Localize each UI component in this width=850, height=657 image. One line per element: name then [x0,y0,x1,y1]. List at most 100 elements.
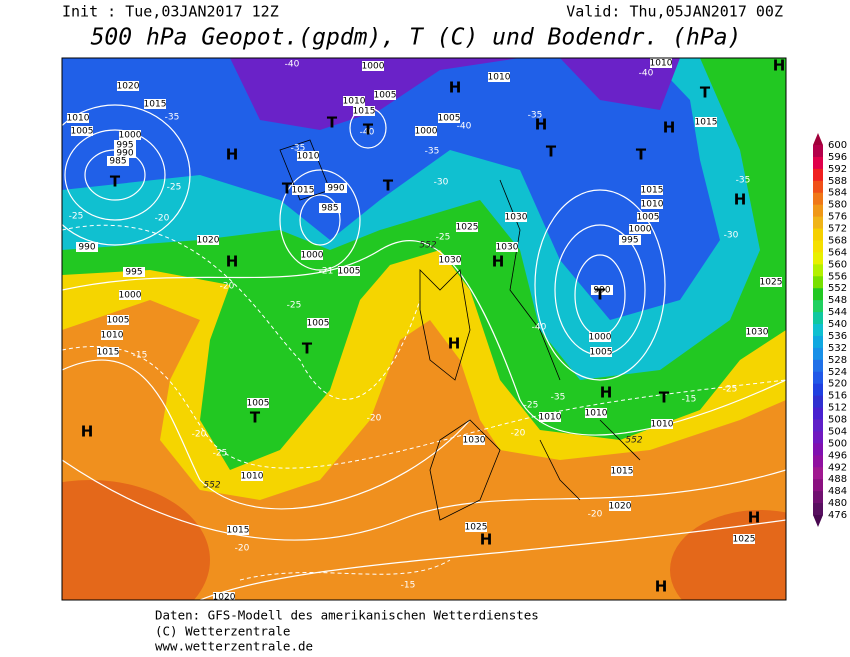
colorbar-label: 532 [828,343,847,354]
colorbar-label: 536 [828,331,847,342]
geopotential-label: 552 [203,481,220,491]
pressure-label: 1015 [292,186,315,196]
temperature-label: -25 [436,233,451,243]
pressure-label: 1025 [465,523,488,533]
colorbar-label: 500 [828,438,847,449]
colorbar-segment [813,216,823,230]
pressure-label: 1015 [641,186,664,196]
map-title: 500 hPa Geopot.(gpdm), T (C) und Bodendr… [91,25,742,51]
colorbar-label: 560 [828,259,847,270]
label-box [119,290,141,300]
pressure-label: 1030 [505,213,528,223]
label-box [488,72,510,82]
pressure-center: H [600,384,613,402]
pressure-label: 1005 [438,114,461,124]
colorbar-label: 564 [828,247,847,258]
colorbar-label: 512 [828,403,847,414]
pressure-center: T [595,286,606,304]
colorbar-label: 540 [828,319,847,330]
colorbar-label: 552 [828,283,847,294]
label-box [241,471,263,481]
label-box [117,81,139,91]
label-box [609,501,631,511]
label-box [590,347,612,357]
pressure-label: 1015 [144,100,167,110]
colorbar-label: 480 [828,498,847,509]
pressure-label: 990 [78,243,95,253]
temperature-label: -20 [511,429,526,439]
temperature-label: -40 [360,128,375,138]
pressure-label: 1005 [590,348,613,358]
blue-zone [62,58,720,320]
label-box [465,522,487,532]
colorbar-segment [813,503,823,516]
label-box [585,408,607,418]
colorbar-label: 504 [828,426,847,437]
colorbar-segment [813,479,823,492]
pressure-center: T [302,340,313,358]
colorbar-label: 544 [828,307,847,318]
pressure-label: 1000 [119,291,142,301]
colorbar-segment [813,252,823,265]
colorbar-segment [813,431,823,444]
temperature-label: -30 [724,231,739,241]
temperature-label: -25 [287,301,302,311]
label-box [144,99,166,109]
temperature-label: -40 [532,323,547,333]
label-box [213,592,235,600]
label-box [456,222,478,232]
pressure-label: 1025 [456,223,479,233]
pressure-center: H [480,531,493,549]
label-box [591,285,613,295]
colorbar-segment [813,371,823,385]
pressure-center: T [383,177,394,195]
colorbar-segment [813,383,823,397]
colorbar-label: 548 [828,295,847,306]
colorbar-segment [813,204,823,218]
pressure-center: H [734,191,747,209]
colorbar-label: 528 [828,355,847,366]
temperature-label: -21 [319,267,334,277]
pressure-label: 1020 [197,236,220,246]
pressure-label: 1020 [609,502,632,512]
colorbar-segment [813,276,823,289]
pressure-label: 990 [593,286,610,296]
colorbar-label: 576 [828,212,847,223]
label-box [362,61,384,71]
colorbar-label: 508 [828,415,847,426]
pressure-label: 1030 [746,328,769,338]
pressure-center: T [250,409,261,427]
label-box [589,332,611,342]
label-box [353,106,375,116]
colorbar-segment [813,455,823,468]
pressure-center: T [282,180,293,198]
label-box [247,398,269,408]
label-box [338,266,360,276]
geopotential-label: 552 [419,241,436,251]
pressure-label: 1025 [760,278,783,288]
warm-core [670,510,786,600]
pressure-label: 1000 [589,333,612,343]
pressure-label: 1015 [227,526,250,536]
pressure-label: 995 [125,268,142,278]
temperature-label: -25 [524,401,539,411]
label-box [746,327,768,337]
pressure-label: 1030 [496,243,519,253]
temperature-label: -20 [367,414,382,424]
pressure-label: 990 [116,149,133,159]
pressure-center: T [659,389,670,407]
pressure-label: 990 [327,184,344,194]
label-box [101,330,123,340]
pressure-label: 1015 [695,118,718,128]
label-box [76,242,98,252]
temperature-label: -20 [235,544,250,554]
temperature-label: -35 [291,144,306,154]
pressure-center: T [700,84,711,102]
isotherms [62,224,786,581]
colorbar-segment [813,335,823,349]
temperature-label: -35 [425,147,440,157]
temperature-label: -35 [528,111,543,121]
temperature-label: -40 [285,60,300,70]
colorbar-label: 516 [828,391,847,402]
